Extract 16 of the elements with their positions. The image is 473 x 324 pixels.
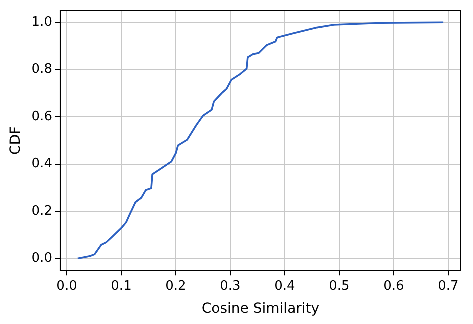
x-tick-label: 0.4 [274, 278, 296, 294]
x-axis-title: Cosine Similarity [202, 301, 320, 318]
y-tick-label: 0.0 [32, 251, 52, 266]
y-tick-label: 0.8 [32, 62, 52, 78]
x-tick-label: 0.0 [56, 278, 78, 294]
y-axis-title: CDF [8, 126, 24, 156]
x-tick-label: 0.2 [166, 278, 186, 294]
x-tick-label: 0.5 [329, 278, 350, 294]
x-tick-label: 0.7 [438, 278, 459, 294]
y-tick-label: 1.0 [32, 14, 52, 30]
y-tick-label: 0.4 [32, 156, 52, 172]
x-tick-label: 0.3 [220, 278, 241, 294]
y-tick-label: 0.6 [32, 109, 52, 124]
x-tick-label: 0.1 [111, 278, 132, 294]
x-tick-label: 0.6 [384, 278, 404, 294]
y-tick-label: 0.2 [32, 204, 52, 219]
